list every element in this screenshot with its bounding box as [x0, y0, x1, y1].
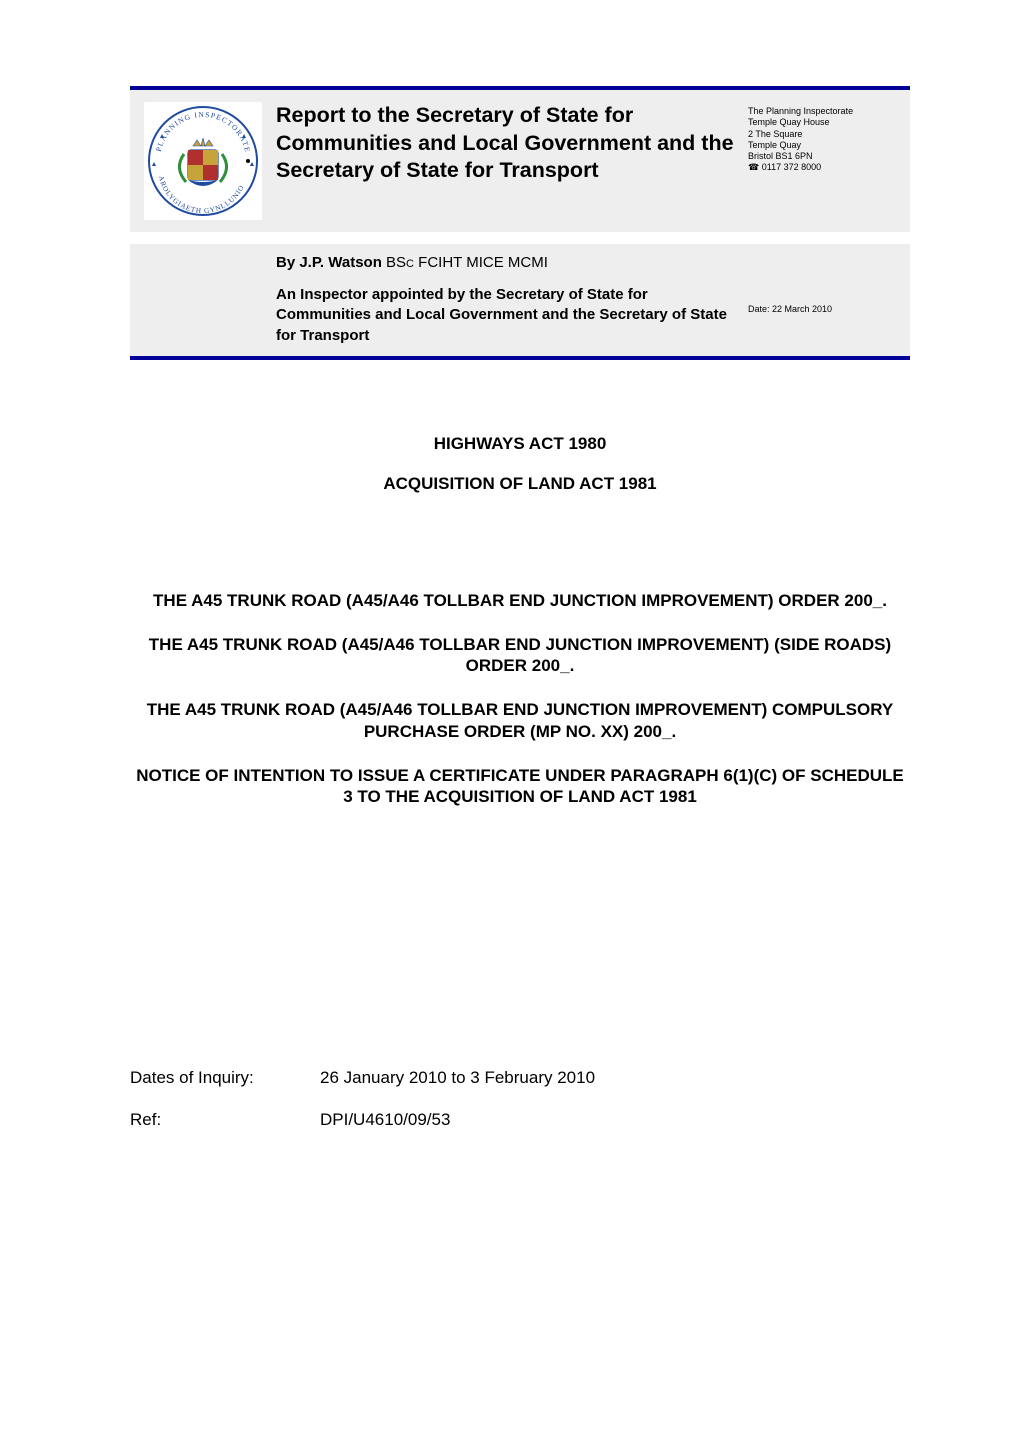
meta-ref-row: Ref: DPI/U4610/09/53	[130, 1110, 910, 1130]
band-gap	[130, 234, 910, 244]
info-tel-row: ☎ 0117 372 8000	[748, 162, 896, 173]
info-addr4: Bristol BS1 6PN	[748, 151, 896, 162]
header-band: PLANNING INSPECTORATE AROLYGIAETH GYNLLU…	[130, 90, 910, 232]
page: PLANNING INSPECTORATE AROLYGIAETH GYNLLU…	[0, 0, 1020, 1442]
header-text: Report to the Secretary of State for Com…	[276, 102, 748, 220]
byline: By J.P. Watson BSc FCIHT MICE MCMI	[276, 254, 740, 271]
inspectorate-crest-logo: PLANNING INSPECTORATE AROLYGIAETH GYNLLU…	[144, 102, 262, 220]
meta-ref-label: Ref:	[130, 1110, 320, 1130]
appointed-text: An Inspector appointed by the Secretary …	[276, 285, 740, 346]
address-box: The Planning Inspectorate Temple Quay Ho…	[748, 102, 896, 220]
date-label: Date: 22 March 2010	[748, 304, 896, 315]
byline-creds: BSc FCIHT MICE MCMI	[386, 254, 548, 271]
body: HIGHWAYS ACT 1980 ACQUISITION OF LAND AC…	[130, 360, 910, 1130]
act-line-1: HIGHWAYS ACT 1980	[130, 434, 910, 454]
info-addr3: Temple Quay	[748, 140, 896, 151]
order-title-4: NOTICE OF INTENTION TO ISSUE A CERTIFICA…	[130, 765, 910, 809]
meta-block: Dates of Inquiry: 26 January 2010 to 3 F…	[130, 1068, 910, 1130]
date-box: Date: 22 March 2010	[748, 254, 896, 346]
sub-band-spacer	[144, 254, 276, 346]
sub-band: By J.P. Watson BSc FCIHT MICE MCMI An In…	[130, 244, 910, 356]
order-title-3: THE A45 TRUNK ROAD (A45/A46 TOLLBAR END …	[130, 699, 910, 743]
sub-band-main: By J.P. Watson BSc FCIHT MICE MCMI An In…	[276, 254, 748, 346]
meta-dates-row: Dates of Inquiry: 26 January 2010 to 3 F…	[130, 1068, 910, 1088]
info-addr1: Temple Quay House	[748, 117, 896, 128]
order-title-2: THE A45 TRUNK ROAD (A45/A46 TOLLBAR END …	[130, 634, 910, 678]
meta-ref-value: DPI/U4610/09/53	[320, 1110, 910, 1130]
order-title-1: THE A45 TRUNK ROAD (A45/A46 TOLLBAR END …	[130, 590, 910, 612]
phone-icon: ☎	[748, 162, 759, 172]
act-line-2: ACQUISITION OF LAND ACT 1981	[130, 474, 910, 494]
info-tel: 0117 372 8000	[762, 162, 821, 172]
meta-dates-value: 26 January 2010 to 3 February 2010	[320, 1068, 910, 1088]
byline-prefix: By J.P. Watson	[276, 254, 386, 271]
report-title: Report to the Secretary of State for Com…	[276, 102, 740, 185]
orders-block: THE A45 TRUNK ROAD (A45/A46 TOLLBAR END …	[130, 590, 910, 808]
date-spacer	[748, 258, 896, 304]
info-addr2: 2 The Square	[748, 129, 896, 140]
info-org: The Planning Inspectorate	[748, 106, 896, 117]
meta-dates-label: Dates of Inquiry:	[130, 1068, 320, 1088]
crest-icon: PLANNING INSPECTORATE AROLYGIAETH GYNLLU…	[144, 102, 262, 220]
